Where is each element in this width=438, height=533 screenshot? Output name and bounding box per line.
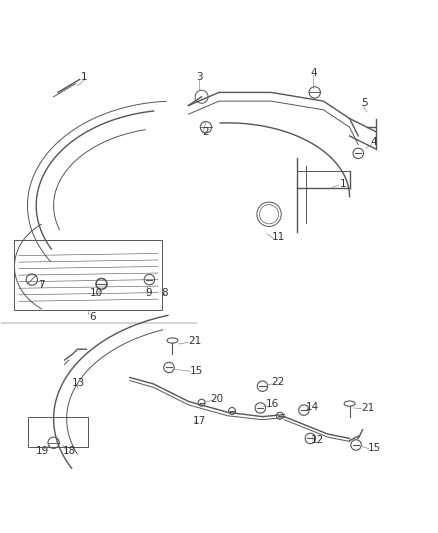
Text: 1: 1 [81,72,88,82]
Text: 4: 4 [311,68,317,78]
Text: 5: 5 [361,98,368,108]
Text: 17: 17 [192,416,205,426]
Text: 21: 21 [361,403,374,413]
Text: 19: 19 [35,447,49,456]
Text: 1: 1 [340,179,346,189]
Text: 8: 8 [162,288,168,297]
Text: 10: 10 [90,288,103,298]
Text: 18: 18 [63,447,76,456]
Text: 15: 15 [368,443,381,454]
Text: 12: 12 [311,435,324,445]
Bar [28,417,88,447]
Text: 2: 2 [202,126,208,136]
Text: 11: 11 [272,232,285,242]
Text: 22: 22 [271,377,284,387]
Text: 20: 20 [210,394,223,404]
Text: 4: 4 [370,138,377,148]
Text: 9: 9 [145,288,152,297]
Text: 15: 15 [190,366,203,376]
Text: 6: 6 [89,312,96,321]
Text: 7: 7 [38,280,45,290]
Text: 3: 3 [196,72,203,82]
Text: 13: 13 [72,378,85,388]
Text: 16: 16 [265,399,279,409]
Bar [14,240,162,310]
Text: 14: 14 [306,402,319,412]
Text: 21: 21 [188,336,201,346]
